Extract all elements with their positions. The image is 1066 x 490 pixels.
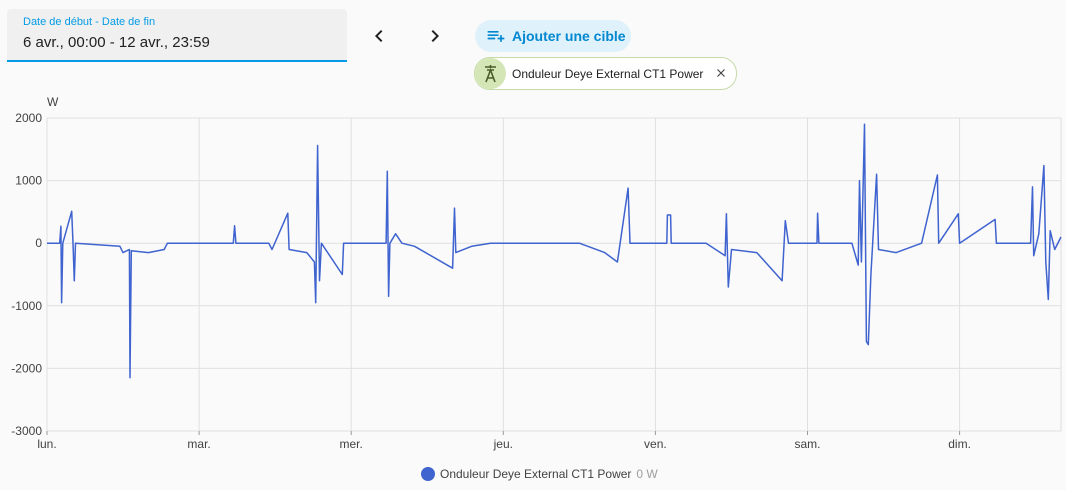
- legend-label[interactable]: Onduleur Deye External CT1 Power: [440, 467, 631, 481]
- date-range-value: 6 avr., 00:00 - 12 avr., 23:59: [23, 34, 210, 51]
- next-button[interactable]: [423, 24, 447, 48]
- legend-value: 0 W: [636, 467, 658, 481]
- date-range-field[interactable]: Date de début - Date de fin 6 avr., 00:0…: [7, 9, 347, 62]
- x-tick-label: dim.: [948, 437, 971, 451]
- y-tick-label: 2000: [15, 111, 42, 125]
- y-tick-label: 1000: [15, 174, 42, 188]
- add-icon: [487, 31, 505, 42]
- add-target-button[interactable]: Ajouter une cible: [475, 20, 631, 52]
- y-axis-label: W: [47, 95, 59, 109]
- previous-button[interactable]: [367, 24, 391, 48]
- x-tick-label: lun.: [37, 437, 56, 451]
- x-tick-label: mer.: [340, 437, 363, 451]
- y-tick-label: -3000: [11, 424, 42, 438]
- series-line: [47, 123, 1062, 379]
- legend-marker: [421, 467, 435, 481]
- x-tick-label: sam.: [794, 437, 820, 451]
- chip-label: Onduleur Deye External CT1 Power: [512, 67, 704, 81]
- y-tick-label: 0: [35, 236, 42, 250]
- y-tick-label: -2000: [11, 361, 42, 375]
- add-target-label: Ajouter une cible: [512, 28, 626, 44]
- x-tick-label: mar.: [187, 437, 210, 451]
- x-tick-label: jeu.: [493, 437, 513, 451]
- y-tick-label: -1000: [11, 299, 42, 313]
- x-tick-label: ven.: [644, 437, 667, 451]
- target-chip[interactable]: Onduleur Deye External CT1 Power: [474, 57, 737, 90]
- date-range-label: Date de début - Date de fin: [23, 16, 156, 28]
- chip-remove[interactable]: [715, 67, 727, 79]
- chip-icon: [475, 58, 506, 89]
